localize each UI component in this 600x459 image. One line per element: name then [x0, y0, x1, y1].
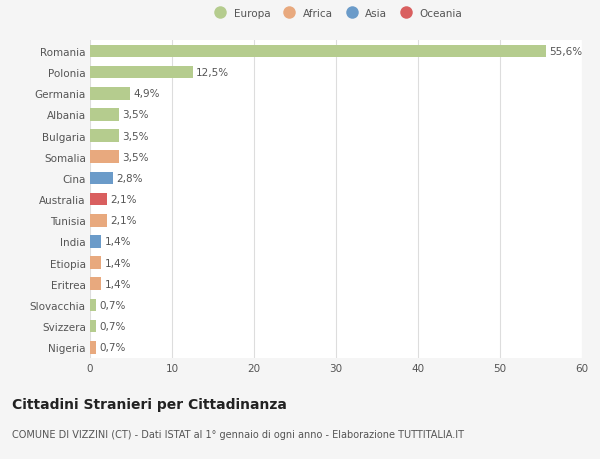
- Text: 1,4%: 1,4%: [105, 258, 131, 268]
- Text: Cittadini Stranieri per Cittadinanza: Cittadini Stranieri per Cittadinanza: [12, 397, 287, 411]
- Bar: [90, 214, 107, 227]
- Bar: [90, 299, 96, 312]
- Text: 1,4%: 1,4%: [105, 279, 131, 289]
- Text: 3,5%: 3,5%: [122, 152, 148, 162]
- Text: COMUNE DI VIZZINI (CT) - Dati ISTAT al 1° gennaio di ogni anno - Elaborazione TU: COMUNE DI VIZZINI (CT) - Dati ISTAT al 1…: [12, 429, 464, 439]
- Text: 4,9%: 4,9%: [133, 89, 160, 99]
- Bar: [90, 88, 130, 101]
- Legend: Europa, Africa, Asia, Oceania: Europa, Africa, Asia, Oceania: [210, 9, 462, 18]
- Text: 2,1%: 2,1%: [110, 195, 137, 205]
- Text: 2,1%: 2,1%: [110, 216, 137, 226]
- Text: 1,4%: 1,4%: [105, 237, 131, 247]
- Text: 3,5%: 3,5%: [122, 110, 148, 120]
- Bar: [90, 151, 119, 164]
- Text: 2,8%: 2,8%: [116, 174, 143, 184]
- Bar: [90, 172, 113, 185]
- Text: 0,7%: 0,7%: [99, 342, 125, 353]
- Text: 0,7%: 0,7%: [99, 300, 125, 310]
- Bar: [90, 45, 546, 58]
- Bar: [90, 278, 101, 291]
- Text: 12,5%: 12,5%: [196, 68, 229, 78]
- Bar: [90, 193, 107, 206]
- Bar: [90, 341, 96, 354]
- Bar: [90, 130, 119, 143]
- Bar: [90, 109, 119, 122]
- Bar: [90, 257, 101, 269]
- Bar: [90, 320, 96, 333]
- Bar: [90, 235, 101, 248]
- Text: 0,7%: 0,7%: [99, 321, 125, 331]
- Text: 55,6%: 55,6%: [549, 47, 583, 57]
- Text: 3,5%: 3,5%: [122, 131, 148, 141]
- Bar: [90, 67, 193, 79]
